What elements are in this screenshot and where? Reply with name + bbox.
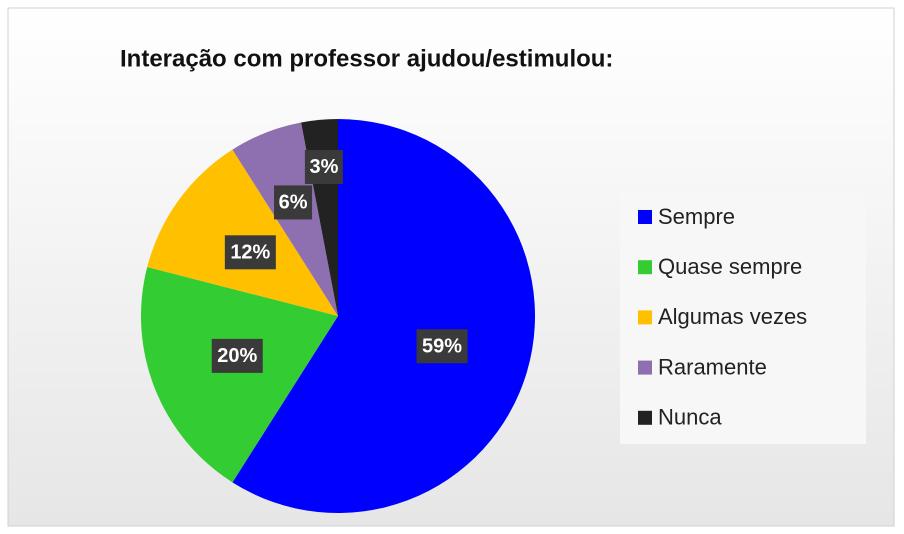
data-label-box (224, 235, 276, 270)
data-label: 6% (279, 192, 308, 214)
legend-label: Quase sempre (658, 254, 802, 279)
pie-slice (232, 119, 535, 513)
legend-box (620, 192, 866, 444)
data-label: 12% (230, 242, 270, 264)
data-label-box (304, 149, 343, 184)
data-label: 59% (422, 336, 462, 358)
legend-label: Sempre (658, 204, 735, 229)
data-label: 20% (217, 345, 257, 367)
chart-title: Interação com professor ajudou/estimulou… (120, 45, 613, 72)
pie-slice (141, 267, 338, 483)
data-label-box (211, 338, 263, 373)
data-label-box (416, 329, 468, 364)
data-label-box (274, 185, 313, 220)
data-label: 3% (309, 156, 338, 178)
legend-swatch (638, 360, 652, 375)
pie-slice (147, 149, 338, 316)
legend-swatch (638, 260, 652, 275)
legend-label: Raramente (658, 354, 767, 379)
legend-label: Nunca (658, 405, 722, 430)
legend-swatch (638, 210, 652, 224)
legend-swatch (638, 410, 652, 425)
legend-swatch (638, 310, 652, 325)
legend-label: Algumas vezes (658, 304, 807, 329)
